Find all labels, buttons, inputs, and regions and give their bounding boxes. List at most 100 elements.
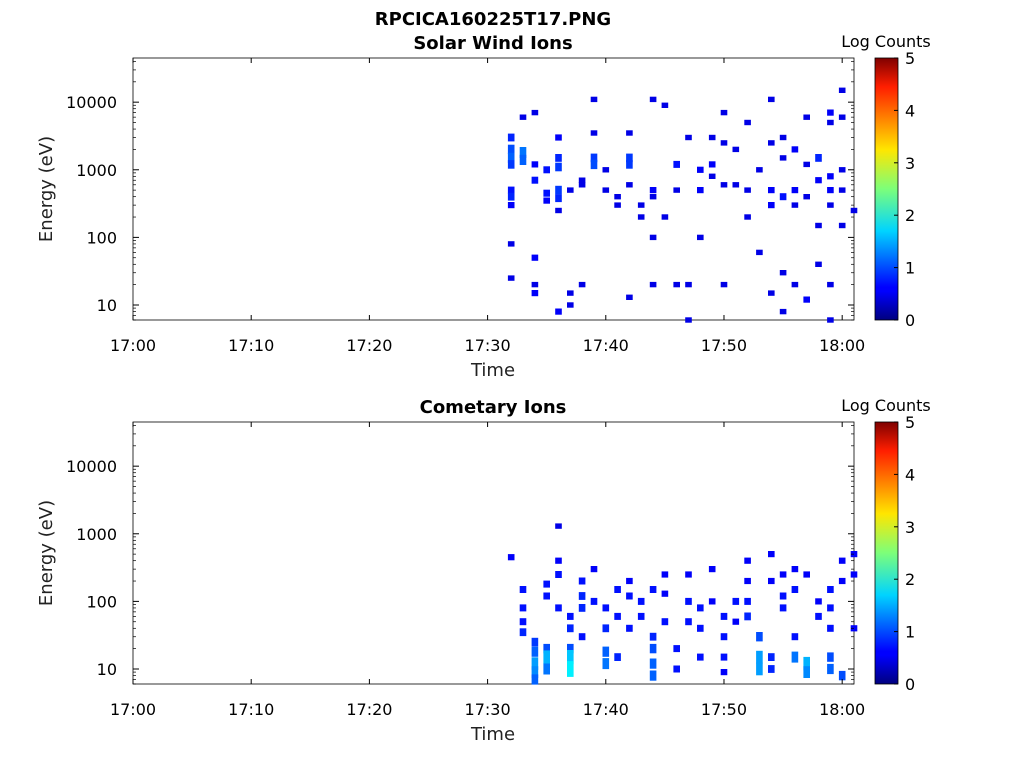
- data-cell: [531, 666, 539, 678]
- data-cell: [543, 592, 550, 600]
- data-cell: [602, 646, 610, 657]
- data-cell: [732, 146, 740, 153]
- colorbar-tick-label: 5: [905, 49, 915, 68]
- x-tick-label: 17:30: [465, 336, 511, 355]
- data-cell: [543, 663, 550, 675]
- data-cell: [838, 557, 846, 564]
- data-cell: [803, 114, 810, 120]
- y-tick-label: 10000: [66, 93, 117, 112]
- data-cell: [519, 604, 527, 612]
- data-cell: [838, 577, 846, 585]
- data-cell: [531, 637, 539, 647]
- y-tick-label: 100: [86, 592, 117, 611]
- data-cell: [685, 317, 692, 323]
- data-cell: [507, 202, 515, 209]
- data-cell: [661, 102, 669, 108]
- data-cell: [602, 187, 610, 193]
- data-cell: [803, 571, 810, 578]
- y-axis-label: Energy (eV): [36, 500, 57, 606]
- data-cell: [744, 597, 751, 605]
- data-cell: [768, 665, 775, 673]
- data-cell: [803, 656, 810, 671]
- colorbar-tick-label: 3: [905, 154, 915, 173]
- data-cell: [649, 194, 657, 200]
- x-tick-label: 17:40: [583, 336, 629, 355]
- data-cell: [720, 109, 728, 116]
- colorbar: [874, 421, 899, 685]
- colorbar: [874, 57, 899, 321]
- figure-title: RPCICA160225T17.PNG: [375, 9, 611, 30]
- data-cell: [803, 161, 810, 168]
- data-cell: [567, 624, 574, 633]
- data-cell: [543, 643, 550, 654]
- data-cell: [531, 281, 539, 288]
- data-cell: [519, 114, 527, 120]
- data-cell: [673, 281, 680, 288]
- data-cell: [637, 214, 645, 220]
- data-cell: [697, 234, 704, 241]
- data-cell: [791, 281, 799, 288]
- data-cell: [768, 202, 775, 209]
- data-cell: [815, 154, 822, 162]
- x-tick-label: 17:20: [346, 700, 392, 719]
- data-cell: [838, 222, 846, 229]
- data-cell: [626, 592, 633, 600]
- data-cell: [827, 663, 834, 675]
- data-cell: [779, 571, 787, 578]
- data-cell: [578, 604, 586, 612]
- panel-title: Solar Wind Ions: [413, 33, 572, 54]
- data-cell: [756, 650, 763, 664]
- data-cell: [602, 658, 610, 670]
- data-cell: [626, 160, 633, 169]
- plot-area: [132, 421, 855, 685]
- data-cell: [555, 308, 562, 315]
- data-cell: [685, 597, 692, 605]
- data-cell: [720, 140, 728, 146]
- data-cell: [578, 281, 586, 288]
- data-cell: [507, 186, 515, 194]
- data-cell: [507, 554, 515, 561]
- data-cell: [543, 580, 550, 588]
- data-cell: [720, 612, 728, 620]
- data-cell: [779, 270, 787, 276]
- data-cell: [744, 214, 751, 220]
- data-cell: [614, 194, 621, 200]
- data-cell: [768, 96, 775, 103]
- data-cell: [838, 670, 846, 681]
- data-cell: [779, 193, 787, 201]
- data-cell: [838, 167, 846, 173]
- data-cell: [744, 612, 751, 621]
- data-cell: [791, 633, 799, 641]
- data-cell: [697, 604, 704, 612]
- data-cell: [768, 577, 775, 585]
- x-tick-label: 17:20: [346, 336, 392, 355]
- data-cell: [567, 290, 574, 296]
- data-cell: [779, 134, 787, 141]
- data-cell: [519, 147, 527, 158]
- data-cell: [649, 281, 657, 288]
- data-cell: [519, 618, 527, 626]
- colorbar-ticks: 0 1 2 3 4 5: [894, 49, 915, 330]
- data-cell: [626, 130, 633, 136]
- data-cell: [555, 185, 562, 195]
- data-cell: [685, 618, 692, 626]
- data-cell: [815, 222, 822, 229]
- data-cell: [531, 109, 539, 116]
- data-cell: [779, 592, 787, 600]
- data-cell: [827, 119, 834, 126]
- data-cell: [590, 597, 598, 605]
- data-cell: [590, 153, 598, 163]
- colorbar-tick-label: 4: [905, 101, 915, 120]
- data-cell: [578, 177, 586, 183]
- data-cell: [507, 275, 515, 281]
- data-cell: [590, 566, 598, 573]
- data-cell: [791, 187, 799, 194]
- data-cell: [850, 207, 858, 214]
- data-cell: [555, 604, 562, 612]
- data-cell: [531, 176, 539, 184]
- y-tick-label: 1000: [76, 161, 117, 180]
- data-cell: [673, 187, 680, 193]
- data-cell: [697, 166, 704, 173]
- data-cell: [697, 187, 704, 194]
